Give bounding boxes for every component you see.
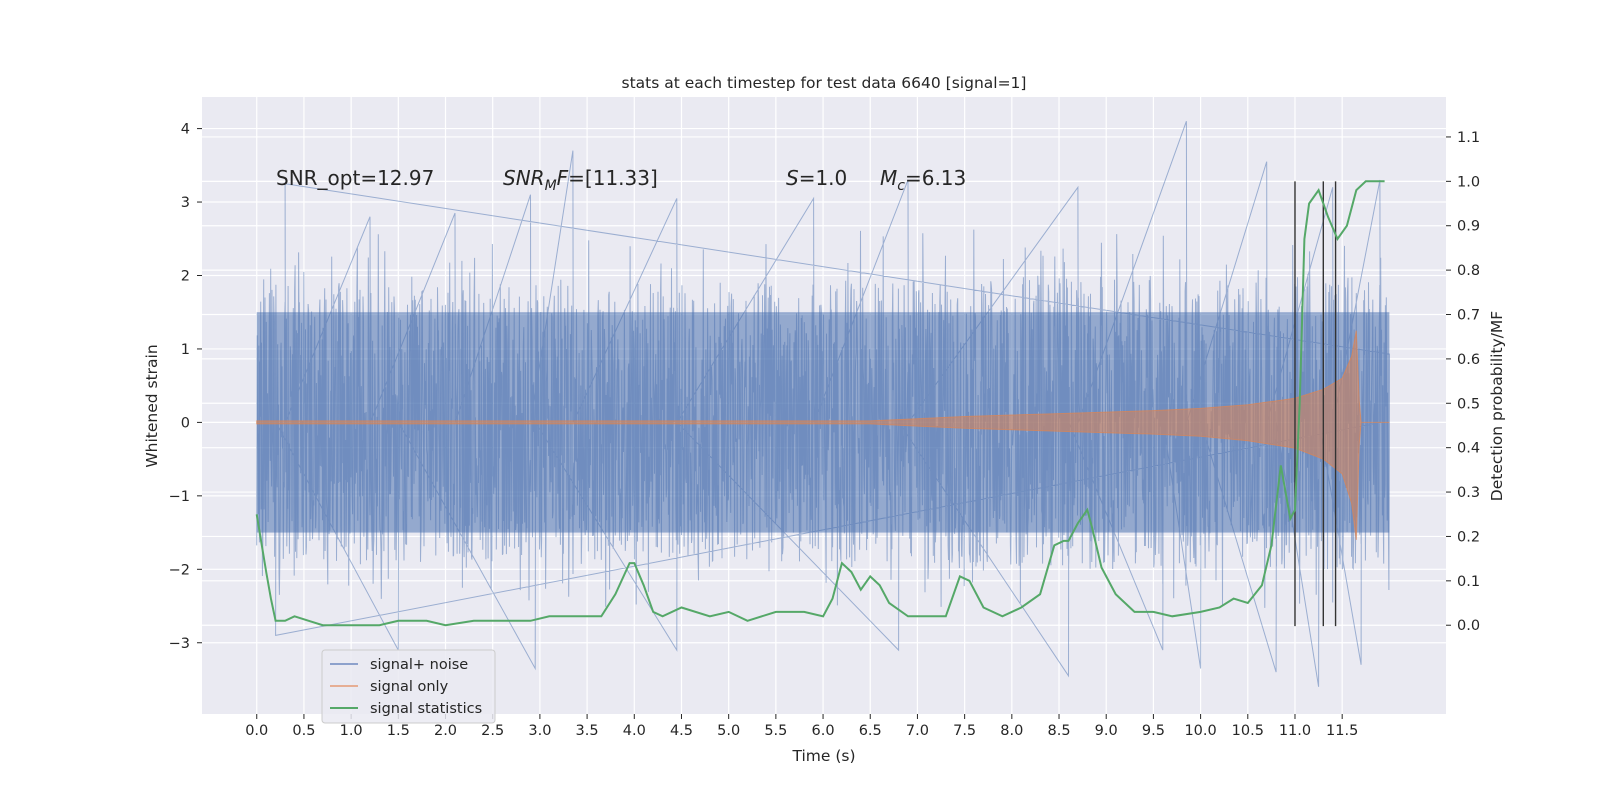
y-axis-right-label: Detection probability/MF [1488,311,1506,502]
y-right-tick-label: 0.2 [1457,529,1480,545]
y-right-tick-label: 0.4 [1457,441,1480,457]
y-right-tick-label: 0.5 [1457,396,1480,412]
snr-mf-subscript: M [545,178,557,194]
x-tick-label: 9.5 [1142,723,1165,739]
x-tick-label: 6.5 [859,723,882,739]
x-tick-label: 10.0 [1184,723,1216,739]
mc-subscript: c [897,178,905,194]
y-axis-label: Whitened strain [143,344,161,467]
x-tick-label: 3.0 [528,723,551,739]
annotations: SNR_opt=12.97 SNRMF=[11.33] S=1.0 Mc=6.1… [276,166,966,194]
s-value: =1.0 [799,166,848,190]
x-tick-label: 4.5 [670,723,693,739]
x-tick-label: 5.5 [764,723,787,739]
y-axis-right: 1.1 1.0 0.9 0.8 0.7 0.6 0.5 0.4 0.3 0.2 0.1 0.0 [1446,130,1480,634]
x-tick-label: 8.5 [1047,723,1070,739]
mc-value: =6.13 [905,166,966,190]
y-tick-label: 4 [181,122,190,138]
x-tick-label: 11.0 [1279,723,1311,739]
series-signal-noise [256,121,1390,687]
y-right-tick-label: 0.3 [1457,485,1480,501]
y-right-tick-label: 1.1 [1457,130,1480,146]
y-tick-label: −1 [169,489,190,505]
y-right-tick-label: 0.8 [1457,263,1480,279]
x-tick-label: 0.5 [292,723,315,739]
s-symbol: S [786,166,799,190]
legend: signal+ noise signal only signal statist… [321,649,496,724]
legend-label-signal-statistics: signal statistics [370,701,482,717]
series-signal-only [256,330,1390,540]
snr-mf-value: =[11.33] [568,166,658,190]
x-tick-label: 11.5 [1326,723,1358,739]
snr-opt-annotation: SNR_opt=12.97 [276,166,434,190]
x-tick-label: 2.0 [434,723,457,739]
series-signal-statistics [255,180,1385,627]
x-tick-label: 8.0 [1000,723,1023,739]
y-right-tick-label: 0.6 [1457,352,1480,368]
x-tick-label: 7.5 [953,723,976,739]
y-tick-label: 0 [181,415,190,431]
y-tick-label: 3 [181,195,190,211]
mc-symbol: M [880,166,897,190]
x-tick-label: 0.0 [245,723,268,739]
y-right-tick-label: 0.9 [1457,219,1480,235]
legend-label-signal-only: signal only [370,679,449,695]
legend-box [321,649,496,724]
y-right-tick-label: 0.0 [1457,618,1480,634]
x-tick-label: 4.0 [623,723,646,739]
y-right-tick-label: 0.1 [1457,574,1480,590]
snr-mf-annotation: SNRMF=[11.33] [503,166,658,194]
legend-label-signal-noise: signal+ noise [370,657,468,673]
x-tick-label: 1.0 [340,723,363,739]
x-tick-label: 3.5 [576,723,599,739]
x-tick-label: 1.5 [387,723,410,739]
y-axis-left: 4 3 2 1 0 −1 −2 −3 [169,122,202,652]
snr-mf-symbol: SNR [503,166,545,190]
x-tick-label: 5.0 [717,723,740,739]
x-axis-label: Time (s) [791,747,855,765]
x-tick-label: 2.5 [481,723,504,739]
y-tick-label: 2 [181,268,190,284]
mc-annotation: Mc=6.13 [880,166,966,194]
x-tick-label: 9.0 [1095,723,1118,739]
x-tick-label: 7.0 [906,723,929,739]
y-right-tick-label: 0.7 [1457,308,1480,324]
x-tick-label: 10.5 [1232,723,1264,739]
y-tick-label: 1 [181,342,190,358]
s-annotation: S=1.0 [786,166,847,190]
y-tick-label: −3 [169,636,190,652]
y-tick-label: −2 [169,562,190,578]
y-right-tick-label: 1.0 [1457,174,1480,190]
x-tick-label: 6.0 [812,723,835,739]
snr-mf-tail: F [557,166,569,190]
chart-title: stats at each timestep for test data 664… [622,74,1027,92]
x-axis: 0.0 0.5 1.0 1.5 2.0 2.5 3.0 3.5 4.0 4.5 5.0 5.5 6.0 6… [245,714,1358,739]
plot-content [255,121,1390,687]
